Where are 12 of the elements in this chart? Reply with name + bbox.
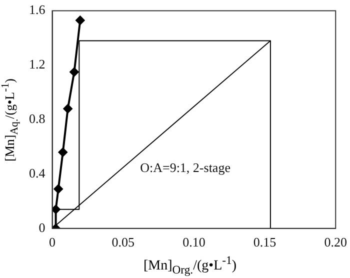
y-tick-label: 0 xyxy=(38,220,46,235)
x-tick-label: 0.20 xyxy=(324,234,347,250)
x-axis-title: [Mn]$_{Org.}$/(g•L$^{-1}$) xyxy=(142,254,238,276)
x-tick-label: 0.15 xyxy=(253,234,276,250)
x-tick-label: 0.05 xyxy=(112,234,134,250)
x-tick-label: 0.10 xyxy=(182,234,206,250)
x-tick-label: 0 xyxy=(49,234,56,250)
y-tick-label: 0.8 xyxy=(29,111,46,126)
y-tick-label: 1.2 xyxy=(29,56,46,72)
annotation: O:A=9:1, 2-stage xyxy=(140,160,231,175)
y-tick-label: 0.4 xyxy=(29,165,46,180)
y-tick-label: 1.6 xyxy=(29,2,46,18)
